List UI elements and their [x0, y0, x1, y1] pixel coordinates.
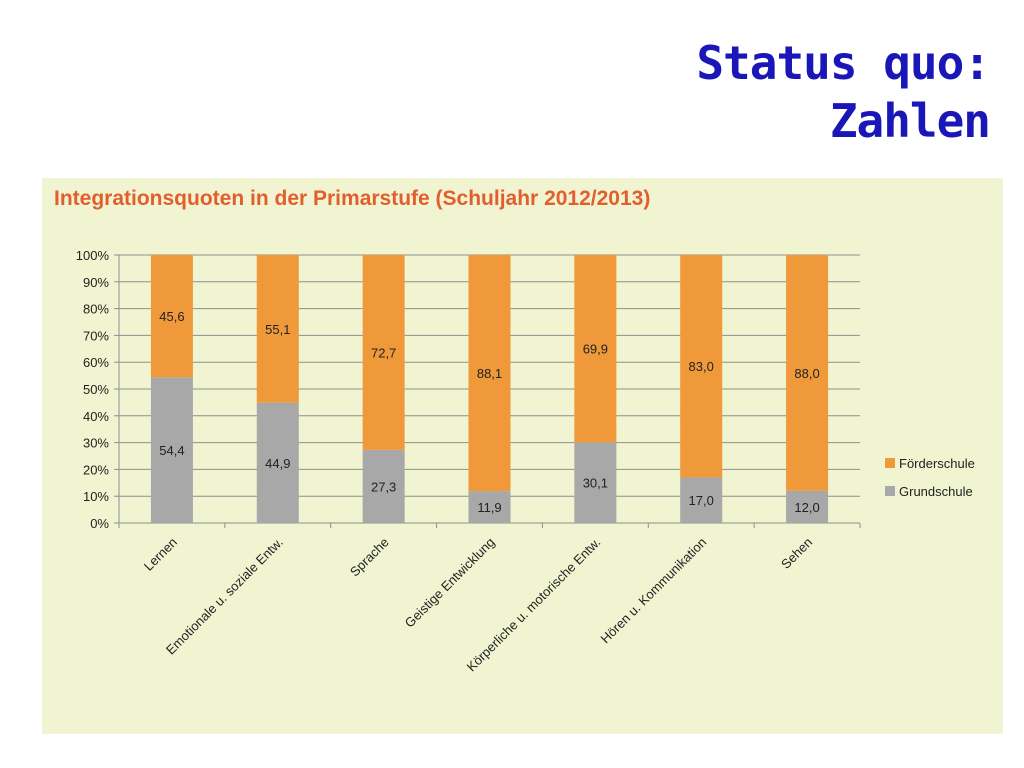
data-label-grundschule: 12,0: [794, 500, 819, 515]
chart-title: Integrationsquoten in der Primarstufe (S…: [54, 187, 651, 210]
bar-grundschule: [680, 477, 723, 523]
x-category-label: Lernen: [141, 535, 180, 574]
bar-grundschule: [362, 449, 405, 523]
bar-foerderschule: [150, 255, 193, 378]
slide-title-line1: Status quo:: [696, 36, 991, 90]
x-category-label: Emotionale u. soziale Entw.: [163, 535, 286, 658]
data-label-grundschule: 11,9: [477, 500, 501, 515]
y-tick-label: 20%: [83, 462, 109, 477]
bar-grundschule: [150, 377, 193, 523]
data-label-foerderschule: 83,0: [689, 359, 714, 374]
x-category-label: Sprache: [347, 535, 392, 580]
y-tick-label: 40%: [83, 409, 109, 424]
data-label-foerderschule: 72,7: [371, 345, 396, 360]
legend-swatch: [885, 458, 895, 468]
bar-foerderschule: [680, 255, 723, 478]
bar-grundschule: [574, 442, 617, 523]
bar-grundschule: [256, 402, 299, 523]
bar-foerderschule: [574, 255, 617, 443]
y-tick-label: 100%: [76, 248, 110, 263]
data-label-foerderschule: 45,6: [159, 309, 184, 324]
bar-grundschule: [468, 491, 511, 523]
x-category-label: Sehen: [778, 535, 815, 572]
legend-label: Förderschule: [899, 456, 975, 471]
data-label-grundschule: 30,1: [583, 476, 608, 491]
data-label-foerderschule: 69,9: [583, 342, 608, 357]
x-category-label: Geistige Entwicklung: [402, 535, 498, 631]
y-tick-label: 10%: [83, 489, 109, 504]
y-tick-label: 50%: [83, 382, 109, 397]
bar-foerderschule: [256, 255, 299, 403]
y-tick-label: 90%: [83, 275, 109, 290]
data-label-grundschule: 54,4: [159, 443, 184, 458]
data-label-foerderschule: 55,1: [265, 322, 290, 337]
y-tick-label: 0%: [90, 516, 109, 531]
legend-swatch: [885, 486, 895, 496]
stacked-bar-chart: 0% 10% 20% 30% 40% 50% 60% 70% 80% 90% 100% 54,4 45,…: [76, 248, 975, 674]
legend-label: Grundschule: [899, 484, 973, 499]
data-label-grundschule: 17,0: [689, 493, 714, 508]
data-label-grundschule: 27,3: [371, 479, 396, 494]
slide-title-line2: Zahlen: [829, 94, 991, 148]
slide-title: Status quo: Zahlen: [696, 34, 991, 150]
data-label-grundschule: 44,9: [265, 456, 290, 471]
y-tick-label: 70%: [83, 328, 109, 343]
y-tick-label: 30%: [83, 436, 109, 451]
y-tick-label: 80%: [83, 302, 109, 317]
bar-foerderschule: [362, 255, 405, 450]
chart-panel: Integrationsquoten in der Primarstufe (S…: [42, 178, 1003, 734]
x-category-label: Hören u. Kommunikation: [598, 535, 710, 647]
data-label-foerderschule: 88,0: [794, 366, 819, 381]
bar-foerderschule: [468, 255, 511, 492]
bar-foerderschule: [786, 255, 829, 491]
y-tick-label: 60%: [83, 355, 109, 370]
data-label-foerderschule: 88,1: [477, 366, 502, 381]
bar-grundschule: [786, 490, 829, 523]
